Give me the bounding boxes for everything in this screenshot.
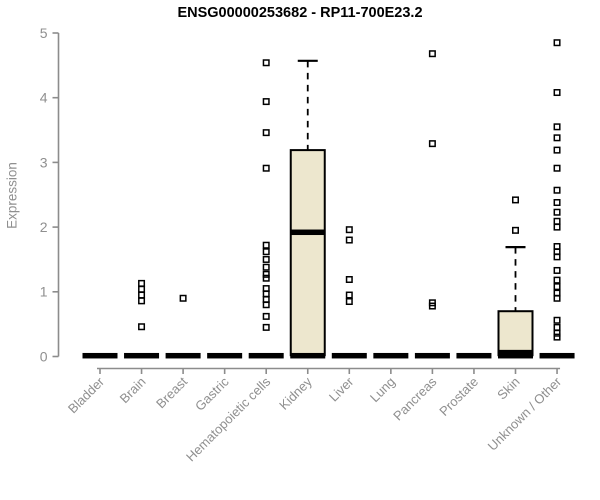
outlier-point xyxy=(262,255,270,263)
x-tick-label: Gastric xyxy=(192,374,232,414)
chart-title: ENSG00000253682 - RP11-700E23.2 xyxy=(177,5,423,21)
zero-bar xyxy=(165,352,201,359)
zero-bar xyxy=(124,352,160,359)
outlier-point xyxy=(262,274,270,282)
zero-bar xyxy=(290,352,326,359)
outlier-point xyxy=(553,164,561,172)
x-tick-label: Bladder xyxy=(65,374,108,417)
zero-bar xyxy=(207,352,243,359)
outlier-point xyxy=(553,276,561,284)
outlier-point xyxy=(262,312,270,320)
outlier-point xyxy=(553,289,561,297)
outlier-point xyxy=(553,223,561,231)
outlier-point xyxy=(553,266,561,274)
x-tick-label: Liver xyxy=(326,374,357,405)
outlier-point xyxy=(428,299,436,307)
outlier-point xyxy=(553,39,561,47)
zero-bar xyxy=(539,352,575,359)
outlier-point xyxy=(345,276,353,284)
outlier-point xyxy=(553,217,561,225)
y-axis-title: Expression xyxy=(4,162,20,229)
outlier-point xyxy=(553,316,561,324)
zero-bar xyxy=(331,352,367,359)
outlier-point xyxy=(553,333,561,341)
outlier-point xyxy=(138,285,146,293)
x-tick-label: Brain xyxy=(117,374,149,406)
x-tick-label: Pancreas xyxy=(390,374,440,424)
x-tick-label: Breast xyxy=(153,374,190,411)
outlier-point xyxy=(262,164,270,172)
outlier-point xyxy=(262,285,270,293)
y-tick-label: 1 xyxy=(40,284,48,300)
outlier-point xyxy=(512,226,519,234)
x-tick-label: Lung xyxy=(367,374,398,405)
outlier-point xyxy=(138,297,146,305)
outlier-point xyxy=(262,59,270,67)
outlier-point xyxy=(428,50,436,58)
outlier-point xyxy=(553,146,561,154)
median-line xyxy=(498,349,533,356)
outlier-point xyxy=(553,89,561,97)
outlier-point xyxy=(345,291,353,299)
y-tick-label: 2 xyxy=(40,219,48,235)
zero-bar xyxy=(498,352,533,359)
outlier-point xyxy=(262,263,270,271)
zero-bar xyxy=(456,352,492,359)
zero-bar xyxy=(414,352,450,359)
outlier-point xyxy=(262,270,270,278)
outlier-point xyxy=(345,236,353,244)
box-body xyxy=(289,149,326,357)
outlier-point xyxy=(262,241,270,249)
x-tick-label: Skin xyxy=(494,374,522,402)
outlier-point xyxy=(262,248,270,256)
zero-bar xyxy=(248,352,284,359)
outlier-point xyxy=(262,98,270,106)
outlier-point xyxy=(345,298,353,306)
outlier-point xyxy=(553,186,561,194)
outlier-point xyxy=(553,329,561,337)
outlier-point xyxy=(553,243,561,251)
median-line xyxy=(290,229,325,236)
y-tick-label: 4 xyxy=(40,90,48,106)
x-tick-label: Prostate xyxy=(436,374,481,419)
outlier-point xyxy=(138,291,146,299)
outlier-point xyxy=(262,129,270,137)
outlier-point xyxy=(138,323,146,331)
outlier-point xyxy=(553,199,561,207)
y-tick-label: 3 xyxy=(40,154,48,170)
outlier-point xyxy=(553,208,561,216)
x-tick-label: Unknown / Other xyxy=(485,374,565,454)
outlier-point xyxy=(262,323,270,331)
zero-bar xyxy=(82,352,118,359)
outlier-point xyxy=(553,123,561,131)
outlier-point xyxy=(428,140,436,148)
outlier-point xyxy=(553,134,561,142)
outlier-point xyxy=(138,279,146,287)
outlier-point xyxy=(512,196,519,204)
zero-bar xyxy=(373,352,409,359)
outlier-point xyxy=(553,283,561,291)
outlier-point xyxy=(179,294,187,302)
y-tick-label: 0 xyxy=(40,348,48,364)
outlier-point xyxy=(553,323,561,331)
outlier-point xyxy=(345,226,353,234)
box-body xyxy=(497,310,534,357)
x-tick-label: Kidney xyxy=(276,374,315,413)
y-tick-label: 5 xyxy=(40,25,48,41)
